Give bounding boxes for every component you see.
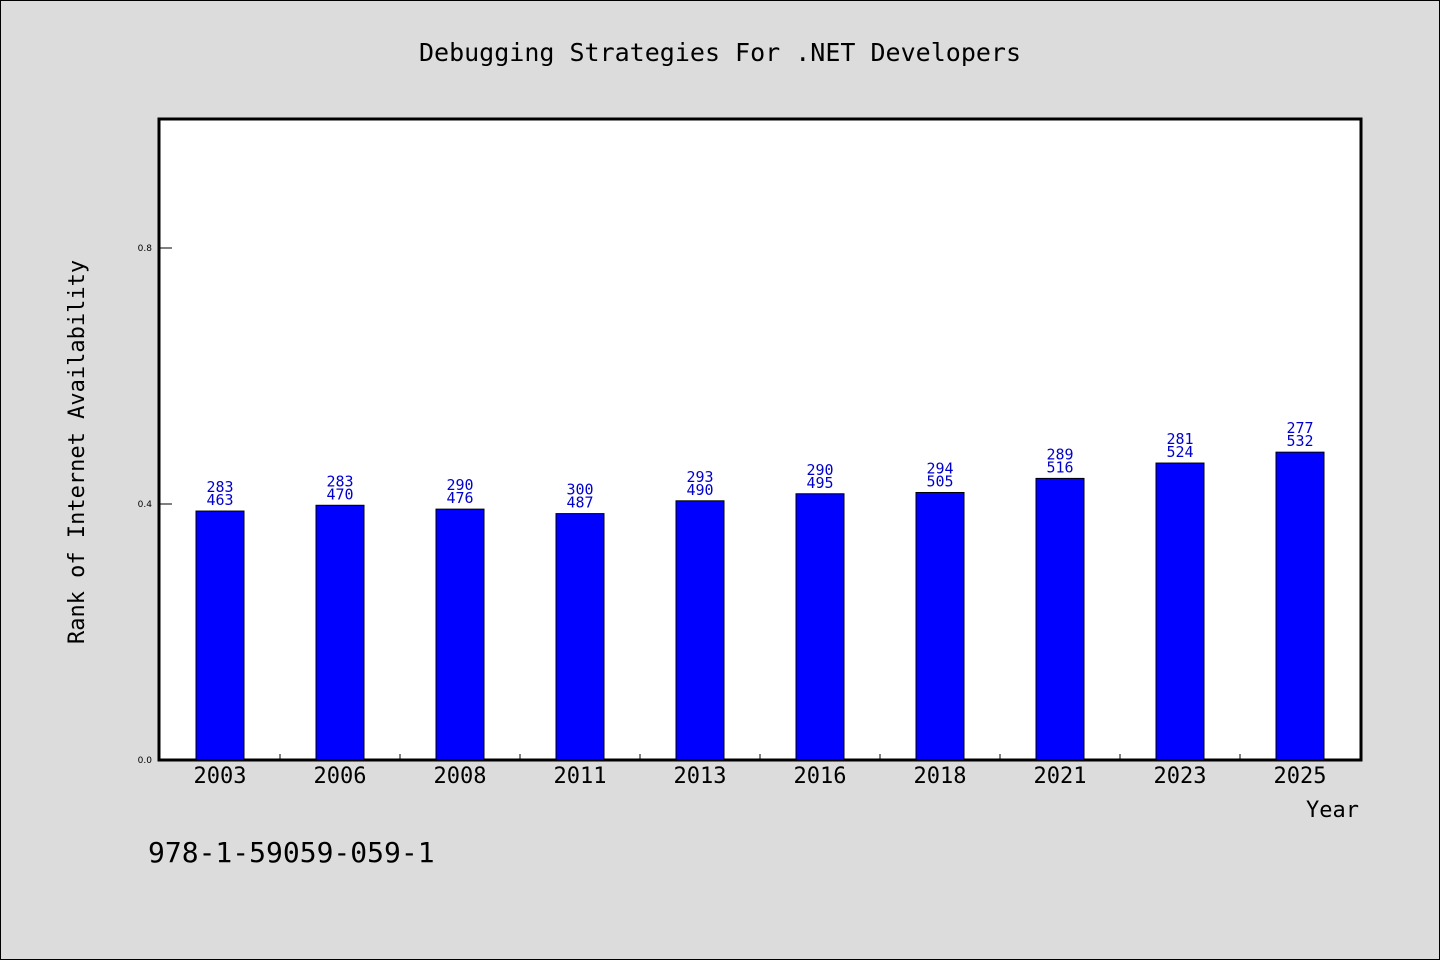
data-label-top: 283 — [326, 472, 353, 490]
bar — [795, 493, 845, 761]
data-label-bottom: 487 — [566, 494, 593, 512]
x-axis: 2003 2006 2008 2011 2013 2016 2018 2021 2023 2025 — [194, 754, 1327, 789]
data-label-bottom: 476 — [446, 489, 473, 507]
y-axis: 0.0 0.4 0.8 — [138, 244, 172, 766]
bar — [1155, 462, 1205, 761]
data-label-bottom: 524 — [1166, 443, 1193, 461]
data-label-top: 293 — [686, 468, 713, 486]
y-axis-label: Rank of Internet Availability — [65, 260, 90, 644]
x-tick-label: 2011 — [554, 764, 607, 789]
data-label-top: 283 — [206, 478, 233, 496]
x-tick-label: 2021 — [1034, 764, 1087, 789]
bar — [555, 513, 605, 761]
x-tick-label: 2003 — [194, 764, 247, 789]
data-label-top: 290 — [806, 461, 833, 479]
x-tick-label: 2008 — [434, 764, 487, 789]
bar — [1275, 451, 1325, 761]
bar — [195, 510, 245, 761]
bar-series — [195, 451, 1325, 761]
y-tick-label: 0.4 — [138, 500, 153, 510]
x-tick-label: 2013 — [674, 764, 727, 789]
y-tick-label: 0.8 — [138, 244, 153, 254]
bar — [675, 500, 725, 761]
data-label-bottom: 470 — [326, 485, 353, 503]
bar — [915, 491, 965, 761]
bar — [315, 504, 365, 761]
x-tick-label: 2016 — [794, 764, 847, 789]
data-label-top: 300 — [566, 481, 593, 499]
data-label-bottom: 532 — [1286, 432, 1313, 450]
bar — [1035, 477, 1085, 761]
data-label-bottom: 505 — [926, 472, 953, 490]
x-tick-label: 2023 — [1154, 764, 1207, 789]
data-label-top: 294 — [926, 459, 953, 477]
data-label-top: 290 — [446, 476, 473, 494]
data-label-bottom: 516 — [1046, 458, 1073, 476]
x-axis-label: Year — [1306, 798, 1359, 823]
x-tick-label: 2018 — [914, 764, 967, 789]
data-label-top: 289 — [1046, 445, 1073, 463]
data-label-top: 277 — [1286, 419, 1313, 437]
data-label-top: 281 — [1166, 430, 1193, 448]
x-tick-label: 2006 — [314, 764, 367, 789]
x-tick-label: 2025 — [1274, 764, 1327, 789]
chart-title: Debugging Strategies For .NET Developers — [419, 38, 1021, 67]
data-label-bottom: 463 — [206, 491, 233, 509]
data-label-bottom: 490 — [686, 481, 713, 499]
isbn-text: 978-1-59059-059-1 — [148, 836, 435, 869]
y-tick-label: 0.0 — [138, 756, 153, 766]
bar — [435, 508, 485, 761]
data-label-bottom: 495 — [806, 474, 833, 492]
